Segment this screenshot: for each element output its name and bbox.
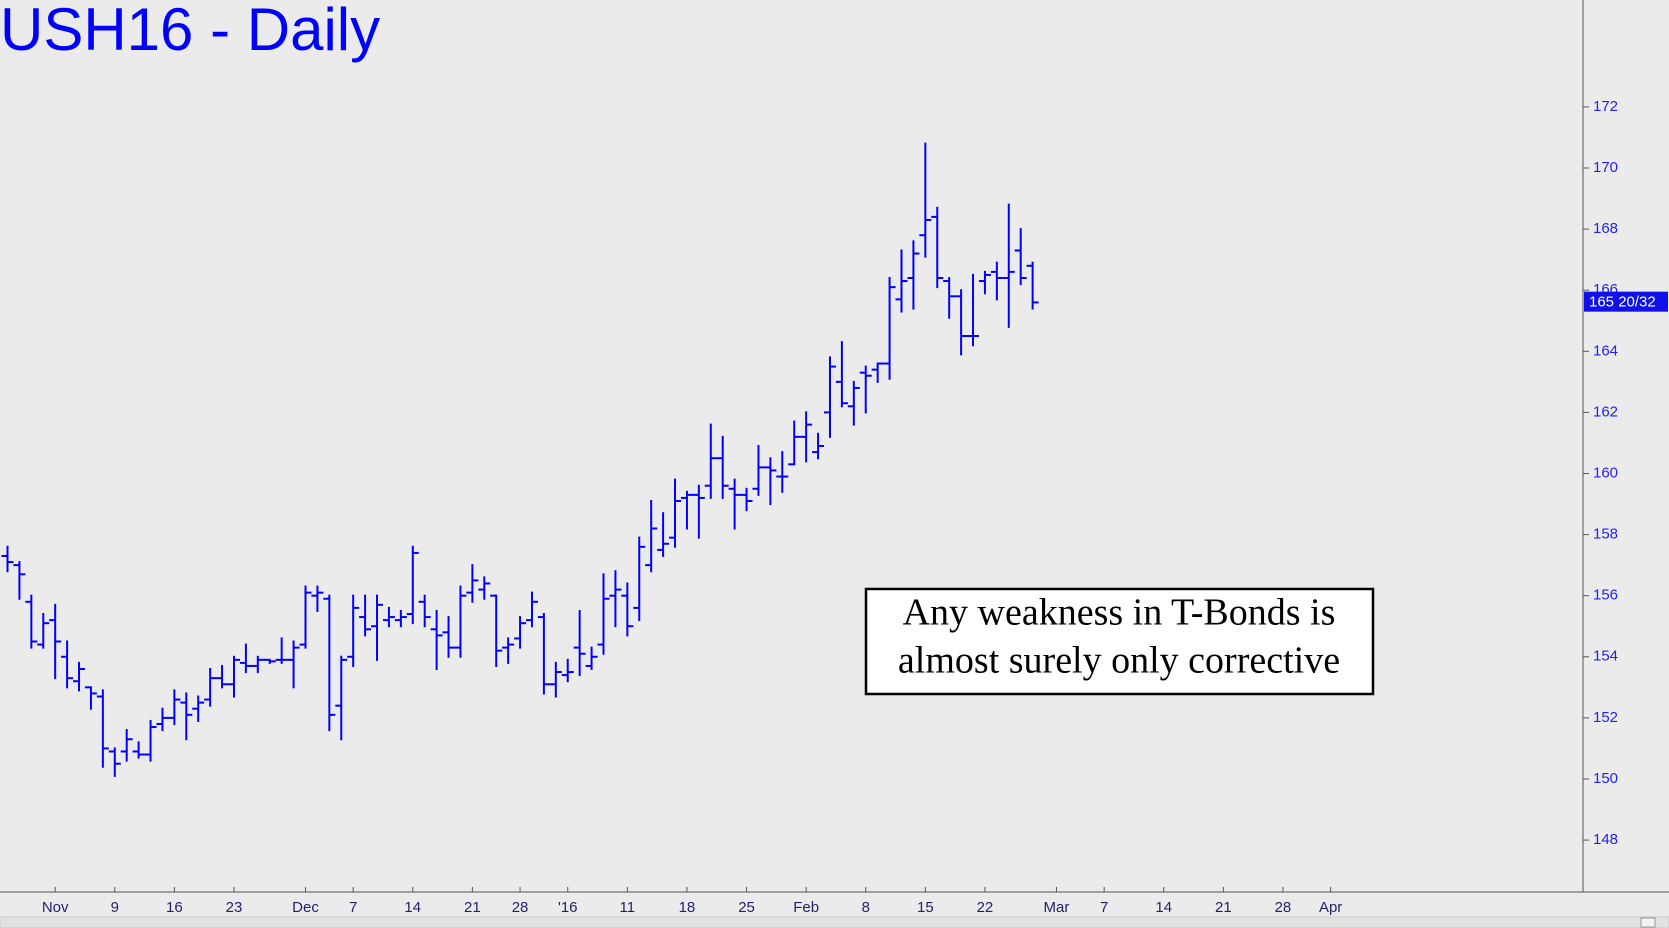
x-tick-label: 21 — [1215, 899, 1232, 916]
x-tick-label: 7 — [1100, 899, 1108, 916]
scroll-button[interactable] — [1640, 917, 1656, 928]
x-tick-label: 25 — [738, 899, 755, 916]
plot: 148150152154156158160162164166168170172N… — [1, 98, 1668, 916]
x-tick-label: 8 — [862, 899, 870, 916]
annotation-line: almost surely only corrective — [898, 640, 1340, 682]
x-tick-label: 21 — [464, 899, 481, 916]
annotation-line: Any weakness in T-Bonds is — [903, 592, 1336, 634]
x-tick-label: 28 — [1275, 899, 1292, 916]
y-tick-label: 152 — [1593, 709, 1618, 726]
x-tick-label: 22 — [977, 899, 994, 916]
x-tick-label: 16 — [166, 899, 183, 916]
x-tick-label: 15 — [917, 899, 934, 916]
last-price-tag — [1584, 291, 1668, 312]
x-tick-label: 18 — [679, 899, 696, 916]
x-tick-label: 9 — [111, 899, 119, 916]
last-price-label: 165 20/32 — [1589, 294, 1656, 311]
y-tick-label: 170 — [1593, 159, 1618, 176]
x-tick-label: Dec — [292, 899, 319, 916]
x-tick-label: Nov — [42, 899, 69, 916]
x-tick-label: 7 — [349, 899, 357, 916]
x-tick-label: '16 — [558, 899, 578, 916]
scrollbar[interactable] — [0, 916, 1669, 928]
y-tick-label: 160 — [1593, 464, 1618, 481]
y-tick-label: 172 — [1593, 98, 1618, 115]
x-tick-label: 11 — [620, 899, 636, 916]
x-tick-label: Apr — [1319, 899, 1342, 916]
y-tick-label: 168 — [1593, 220, 1618, 237]
x-tick-label: Feb — [793, 899, 819, 916]
chart-title: USH16 - Daily — [0, 0, 380, 63]
y-tick-label: 150 — [1593, 770, 1618, 787]
x-tick-label: 14 — [404, 899, 421, 916]
y-tick-label: 164 — [1593, 342, 1618, 359]
y-tick-label: 148 — [1593, 831, 1618, 848]
x-tick-label: 28 — [512, 899, 529, 916]
annotation-box — [864, 587, 1375, 696]
x-tick-label: Mar — [1044, 899, 1070, 916]
x-tick-label: 23 — [226, 899, 243, 916]
y-tick-label: 154 — [1593, 648, 1618, 665]
y-tick-label: 158 — [1593, 526, 1618, 543]
y-tick-label: 162 — [1593, 403, 1618, 420]
y-tick-label: 156 — [1593, 587, 1618, 604]
x-tick-label: 14 — [1155, 899, 1172, 916]
